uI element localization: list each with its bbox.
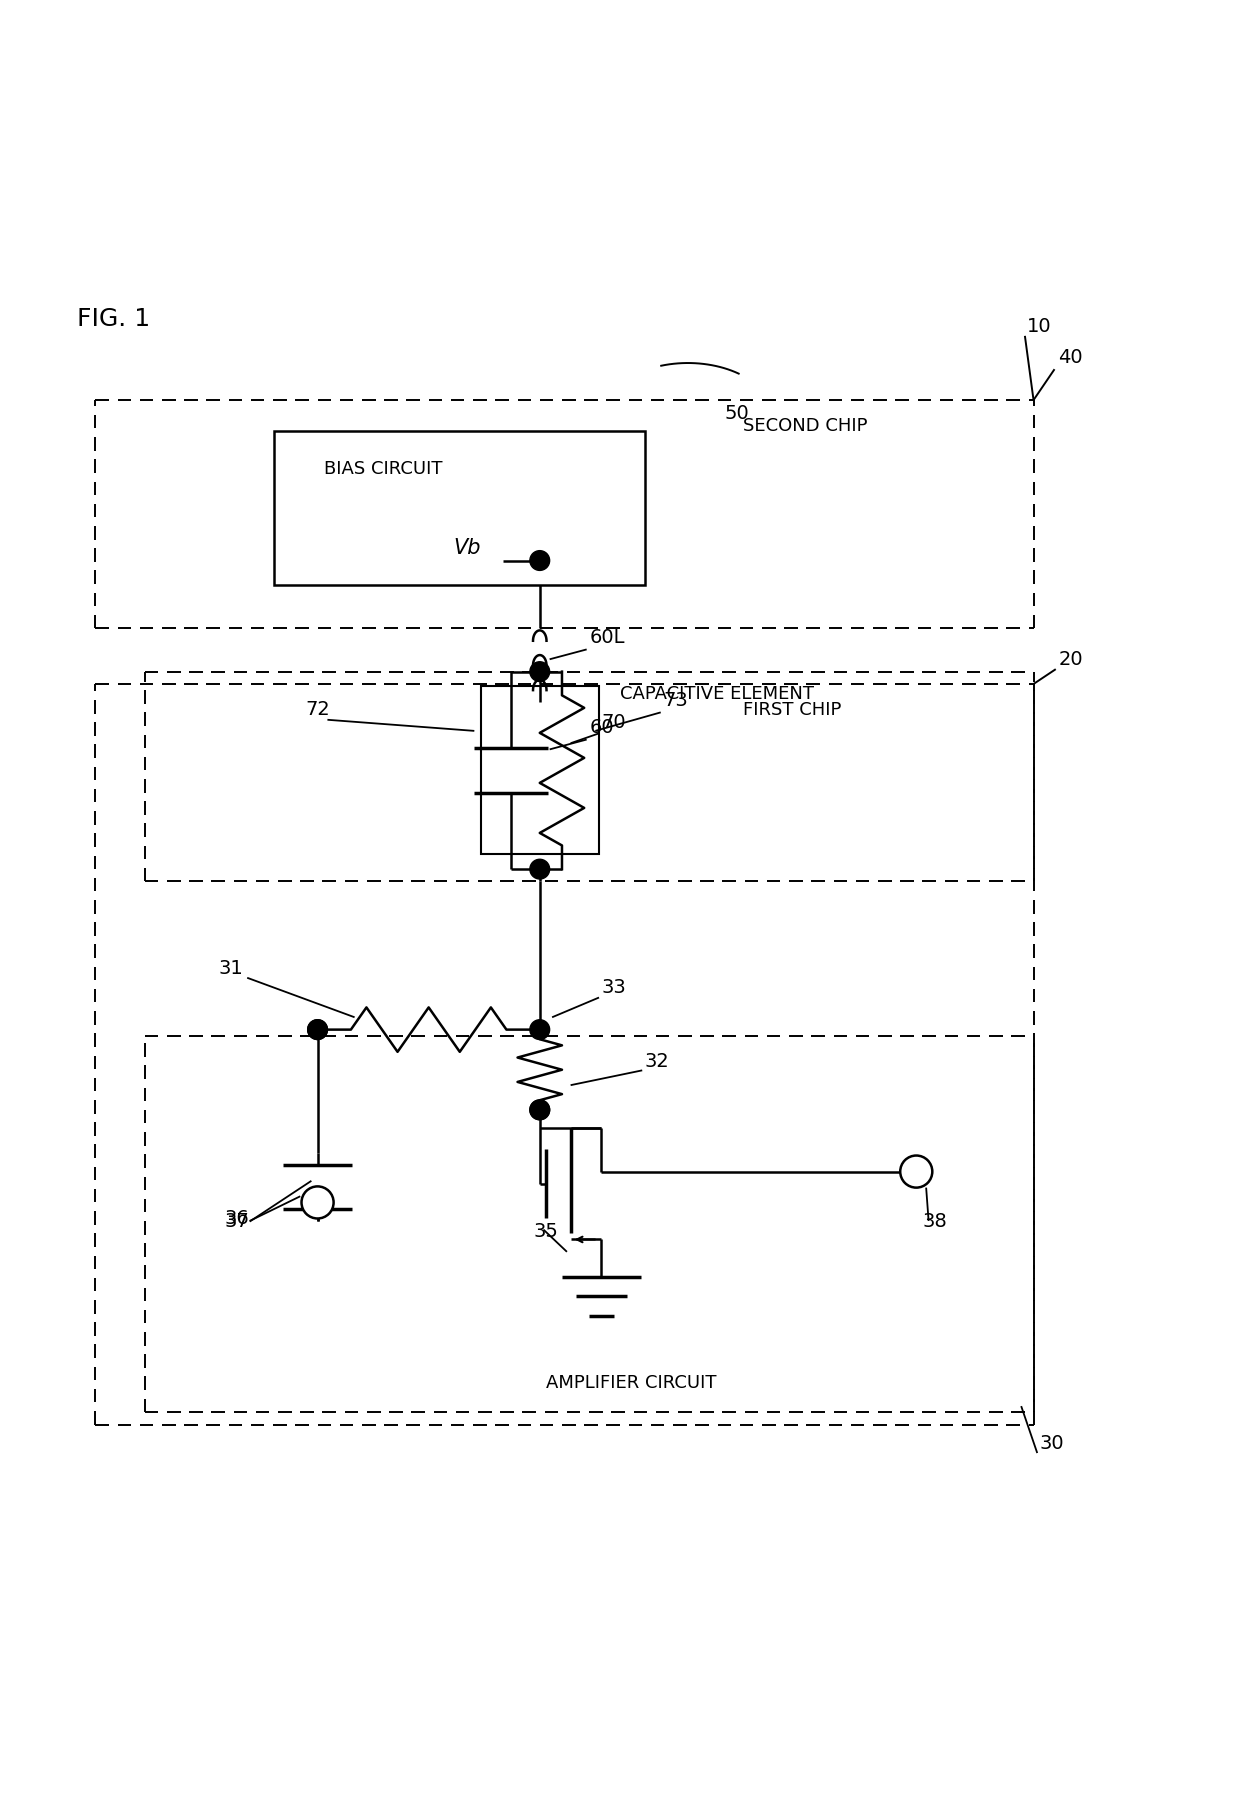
Circle shape	[529, 662, 549, 682]
Text: FIRST CHIP: FIRST CHIP	[744, 700, 842, 718]
Circle shape	[529, 859, 549, 878]
Text: 70: 70	[601, 713, 626, 733]
Circle shape	[529, 1100, 549, 1120]
Text: 50: 50	[725, 403, 750, 423]
Text: 37: 37	[224, 1211, 249, 1231]
Text: 35: 35	[533, 1222, 558, 1240]
Text: 32: 32	[645, 1051, 670, 1071]
Text: 40: 40	[1058, 347, 1083, 367]
Circle shape	[529, 1100, 549, 1120]
Text: SECOND CHIP: SECOND CHIP	[744, 418, 868, 436]
Text: 38: 38	[923, 1211, 947, 1231]
Text: CAPACITIVE ELEMENT: CAPACITIVE ELEMENT	[620, 684, 813, 702]
Circle shape	[529, 1021, 549, 1039]
Text: AMPLIFIER CIRCUIT: AMPLIFIER CIRCUIT	[546, 1373, 717, 1391]
Text: 36: 36	[224, 1210, 249, 1228]
Text: 30: 30	[1039, 1435, 1064, 1453]
Circle shape	[308, 1021, 327, 1039]
Text: 60L: 60L	[589, 628, 625, 648]
Text: BIAS CIRCUIT: BIAS CIRCUIT	[324, 461, 443, 479]
Text: 72: 72	[305, 700, 330, 718]
Text: 31: 31	[218, 959, 243, 977]
Text: 20: 20	[1058, 650, 1083, 670]
Circle shape	[301, 1186, 334, 1219]
Circle shape	[900, 1156, 932, 1188]
Text: FIG. 1: FIG. 1	[77, 308, 150, 331]
Text: 10: 10	[1028, 317, 1052, 337]
Text: 60: 60	[589, 718, 614, 738]
Text: 33: 33	[601, 977, 626, 997]
Text: Vb: Vb	[454, 538, 481, 558]
Circle shape	[308, 1021, 327, 1039]
Text: 73: 73	[663, 691, 688, 711]
Circle shape	[529, 551, 549, 571]
